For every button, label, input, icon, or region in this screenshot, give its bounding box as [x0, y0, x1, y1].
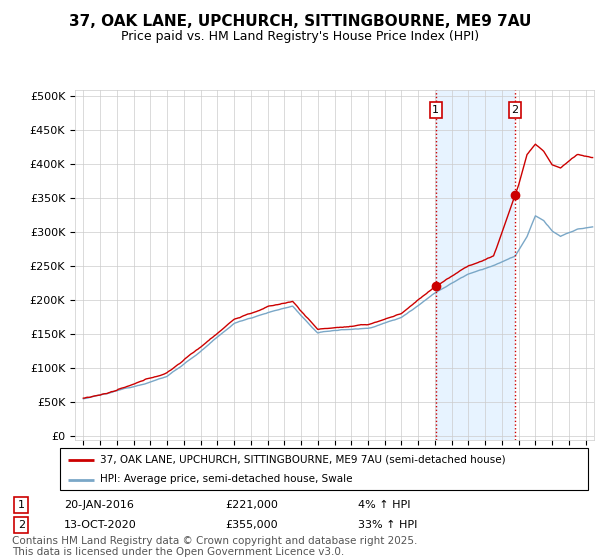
Text: 2: 2: [18, 520, 25, 530]
Text: 13-OCT-2020: 13-OCT-2020: [64, 520, 137, 530]
Text: HPI: Average price, semi-detached house, Swale: HPI: Average price, semi-detached house,…: [100, 474, 352, 484]
Text: 37, OAK LANE, UPCHURCH, SITTINGBOURNE, ME9 7AU: 37, OAK LANE, UPCHURCH, SITTINGBOURNE, M…: [69, 14, 531, 29]
Bar: [436, 90, 515, 440]
Text: 1: 1: [18, 500, 25, 510]
Text: 20-JAN-2016: 20-JAN-2016: [64, 500, 134, 510]
Text: Contains HM Land Registry data © Crown copyright and database right 2025.
This d: Contains HM Land Registry data © Crown c…: [12, 535, 418, 557]
Text: 1: 1: [432, 105, 439, 115]
Text: £221,000: £221,000: [225, 500, 278, 510]
Text: £355,000: £355,000: [225, 520, 278, 530]
Text: 33% ↑ HPI: 33% ↑ HPI: [358, 520, 417, 530]
Text: 4% ↑ HPI: 4% ↑ HPI: [358, 500, 410, 510]
Text: Price paid vs. HM Land Registry's House Price Index (HPI): Price paid vs. HM Land Registry's House …: [121, 30, 479, 43]
Text: 2: 2: [512, 105, 519, 115]
Text: 37, OAK LANE, UPCHURCH, SITTINGBOURNE, ME9 7AU (semi-detached house): 37, OAK LANE, UPCHURCH, SITTINGBOURNE, M…: [100, 455, 505, 465]
